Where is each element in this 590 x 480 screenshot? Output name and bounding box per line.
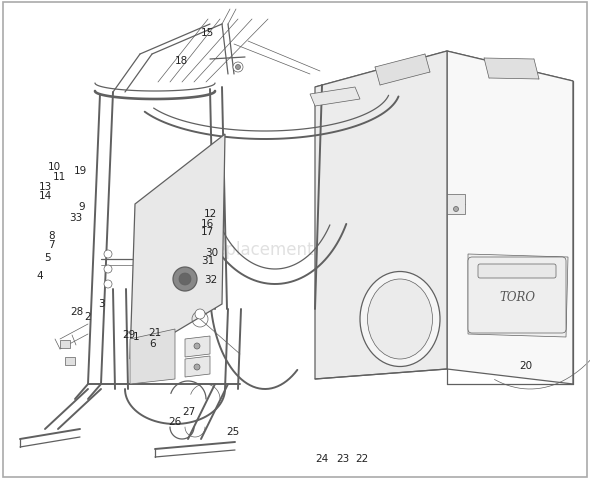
Text: 33: 33 xyxy=(69,213,82,223)
Text: 30: 30 xyxy=(205,248,218,257)
Text: 5: 5 xyxy=(44,252,51,262)
Text: 27: 27 xyxy=(182,406,195,416)
Text: TORO: TORO xyxy=(499,291,535,304)
Text: 21: 21 xyxy=(148,327,161,337)
Text: 16: 16 xyxy=(201,218,214,228)
Circle shape xyxy=(104,265,112,274)
Text: 31: 31 xyxy=(201,256,214,265)
Text: 28: 28 xyxy=(70,306,83,316)
Text: 13: 13 xyxy=(39,181,52,191)
Text: 23: 23 xyxy=(336,453,349,463)
FancyBboxPatch shape xyxy=(478,264,556,278)
Circle shape xyxy=(233,63,243,73)
Text: 9: 9 xyxy=(78,202,85,211)
Polygon shape xyxy=(468,254,568,337)
Polygon shape xyxy=(447,194,465,215)
Circle shape xyxy=(195,309,205,319)
Circle shape xyxy=(104,251,112,258)
Text: 26: 26 xyxy=(168,417,181,426)
Text: 14: 14 xyxy=(39,191,52,201)
Polygon shape xyxy=(310,88,360,107)
Text: 20: 20 xyxy=(520,360,533,370)
Text: 29: 29 xyxy=(122,330,135,339)
Text: 4: 4 xyxy=(37,271,44,280)
Ellipse shape xyxy=(360,272,440,367)
Text: 19: 19 xyxy=(74,166,87,175)
Polygon shape xyxy=(375,55,430,86)
Text: 22: 22 xyxy=(356,453,369,463)
Polygon shape xyxy=(130,135,225,359)
Text: 10: 10 xyxy=(48,162,61,172)
Circle shape xyxy=(194,364,200,370)
Text: 1: 1 xyxy=(132,331,139,341)
Polygon shape xyxy=(185,356,210,377)
Polygon shape xyxy=(185,336,210,357)
Text: 6: 6 xyxy=(149,339,156,348)
Text: 3: 3 xyxy=(98,299,105,308)
Circle shape xyxy=(454,207,458,212)
Ellipse shape xyxy=(368,279,432,359)
Polygon shape xyxy=(447,52,573,384)
Circle shape xyxy=(173,267,197,291)
Polygon shape xyxy=(315,52,447,379)
FancyBboxPatch shape xyxy=(468,257,566,333)
Text: 15: 15 xyxy=(201,28,214,37)
Polygon shape xyxy=(315,52,573,118)
Text: 8: 8 xyxy=(48,230,55,240)
Text: 12: 12 xyxy=(204,209,217,218)
Text: 2: 2 xyxy=(84,312,91,322)
Text: 24: 24 xyxy=(316,453,329,463)
Circle shape xyxy=(104,280,112,288)
Bar xyxy=(60,340,70,348)
Polygon shape xyxy=(130,329,175,384)
Text: 25: 25 xyxy=(226,426,239,436)
Polygon shape xyxy=(484,59,539,80)
Text: 11: 11 xyxy=(53,172,65,181)
Circle shape xyxy=(235,65,241,71)
Text: 18: 18 xyxy=(175,56,188,65)
Text: 17: 17 xyxy=(201,227,214,237)
Bar xyxy=(65,357,75,365)
Circle shape xyxy=(179,274,191,286)
Text: 7: 7 xyxy=(48,240,55,250)
Circle shape xyxy=(194,343,200,349)
Text: eReplacementParts.com: eReplacementParts.com xyxy=(194,240,396,258)
Text: 32: 32 xyxy=(205,275,218,284)
